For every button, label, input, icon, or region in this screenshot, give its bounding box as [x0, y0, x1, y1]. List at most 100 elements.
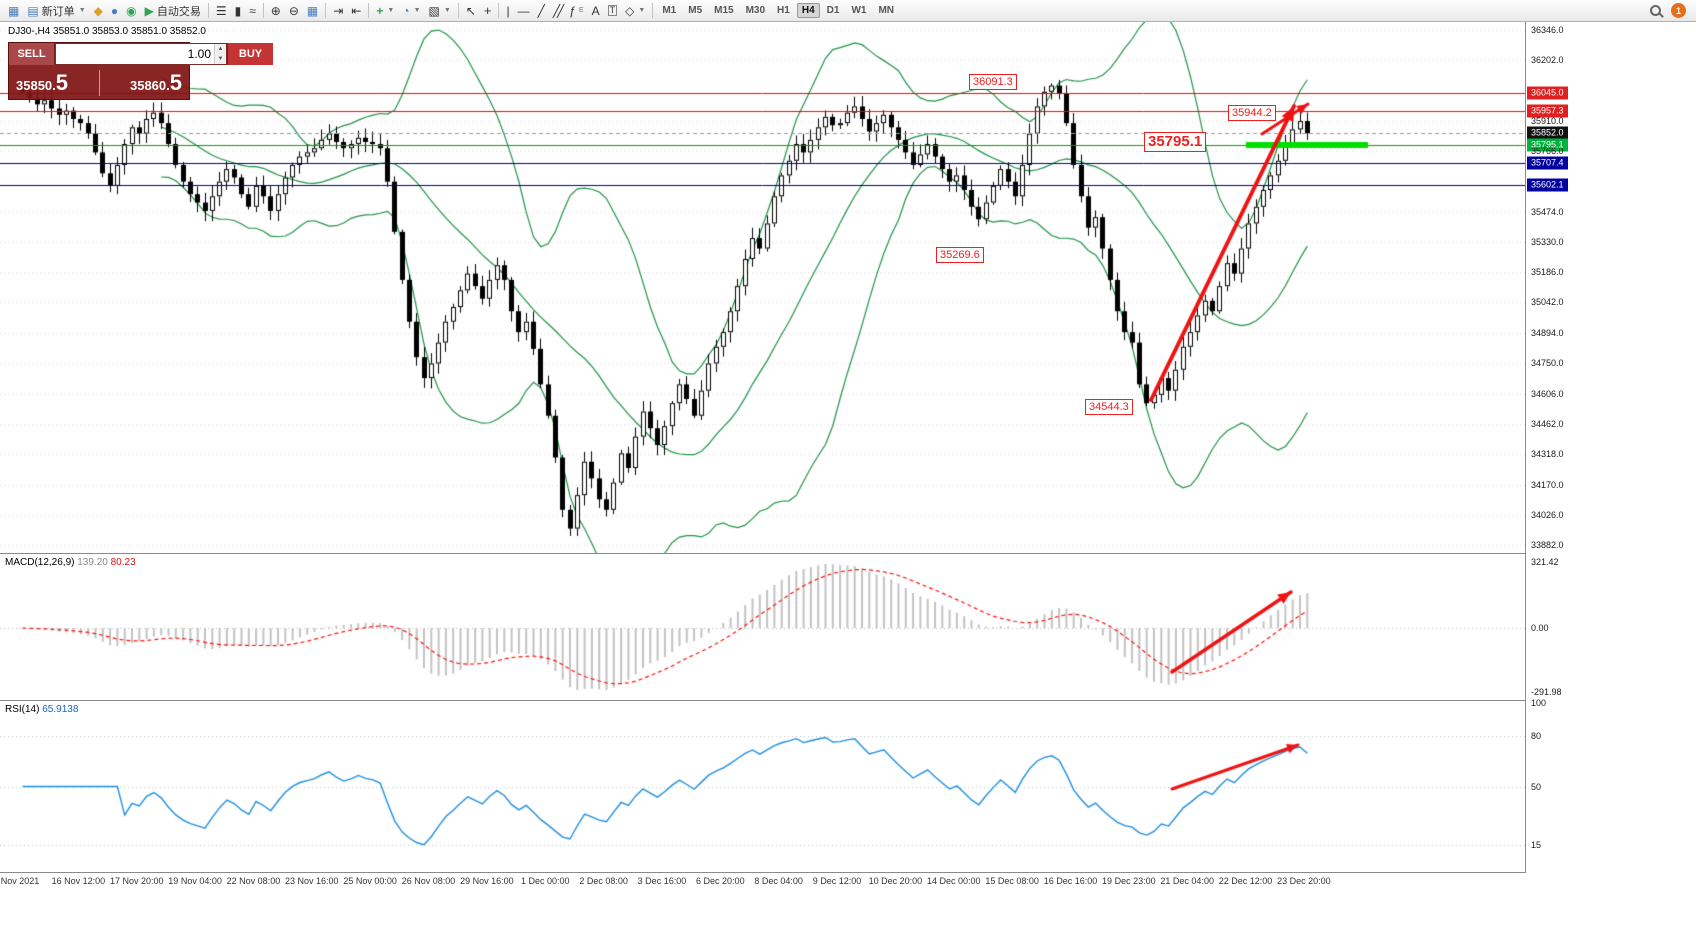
- macd-indicator-label: MACD(12,26,9) 139.20 80.23: [5, 557, 136, 568]
- time-axis-label: 19 Nov 04:00: [168, 876, 222, 886]
- time-axis-label: 14 Dec 00:00: [926, 876, 981, 886]
- time-axis-label: 22 Dec 12:00: [1218, 876, 1273, 886]
- price-axis-label: 34606.0: [1531, 388, 1564, 399]
- price-axis-label: 35186.0: [1531, 267, 1564, 278]
- time-axis[interactable]: Nov 2021 16 Nov 12:00 17 Nov 20:00 19 Nov 0…: [0, 872, 1696, 890]
- rsi-indicator-label: RSI(14) 65.9138: [5, 704, 78, 715]
- price-axis[interactable]: 36346.0 36202.0 36045.0 35957.3 35910.0 35852…: [1525, 22, 1696, 873]
- macd-signal-value: 80.23: [110, 557, 136, 568]
- auto-scroll-icon[interactable]: ⇥: [333, 3, 344, 18]
- symbol-ohlc-header: DJ30-,H4 35851.0 35853.0 35851.0 35852.0: [8, 26, 206, 37]
- cursor-icon[interactable]: ↖: [465, 3, 476, 18]
- tab-h4[interactable]: H4: [796, 3, 820, 18]
- search-icon[interactable]: [1650, 5, 1661, 16]
- volume-down-button[interactable]: ▼: [215, 54, 226, 64]
- chart-shift-icon[interactable]: ⇤: [351, 3, 362, 18]
- time-axis-label: 25 Nov 00:00: [343, 876, 397, 886]
- buy-button[interactable]: BUY: [227, 43, 273, 65]
- chevron-down-icon: ▼: [387, 7, 395, 14]
- toolbar-separator: [262, 3, 264, 18]
- price-tag-green: 35795.1: [1527, 138, 1568, 152]
- time-axis-label: 16 Dec 16:00: [1043, 876, 1098, 886]
- rsi-axis-label: 80: [1531, 731, 1542, 742]
- price-tag-red: 35957.3: [1527, 104, 1568, 118]
- add-indicator-button[interactable]: + ▼: [376, 3, 395, 18]
- volume-input[interactable]: [56, 44, 214, 64]
- tab-d1[interactable]: D1: [826, 5, 840, 16]
- price-axis-label: 34318.0: [1531, 448, 1564, 459]
- tab-mn[interactable]: MN: [878, 5, 894, 16]
- template-button[interactable]: ▧ ▼: [428, 3, 451, 18]
- price-annotation-35944[interactable]: 35944.2: [1228, 105, 1276, 121]
- candlestick-chart-icon[interactable]: ▮: [234, 3, 242, 18]
- zoom-out-icon[interactable]: ⊖: [288, 3, 299, 18]
- tab-m15[interactable]: M15: [714, 5, 734, 16]
- macd-axis-label: 0.00: [1531, 623, 1549, 634]
- trendline-icon[interactable]: ╱: [537, 3, 545, 18]
- time-axis-label: 26 Nov 08:00: [401, 876, 456, 886]
- shapes-icon[interactable]: ◇ ▼: [625, 3, 646, 18]
- sell-button[interactable]: SELL: [9, 43, 55, 65]
- new-order-label: 新订单: [41, 5, 75, 18]
- autotrade-button[interactable]: ▶ 自动交易: [141, 1, 205, 20]
- price-axis-label: 35042.0: [1531, 297, 1564, 308]
- macd-value: 139.20: [77, 557, 108, 568]
- bar-chart-icon[interactable]: ☰: [215, 3, 227, 18]
- toolbar-separator: [457, 3, 459, 18]
- tab-h1[interactable]: H1: [777, 5, 790, 16]
- channel-icon[interactable]: ╱╱: [552, 3, 565, 18]
- price-axis-label: 34170.0: [1531, 479, 1564, 490]
- price-axis-label: 35910.0: [1531, 116, 1564, 127]
- sell-price[interactable]: 35850. 5: [16, 70, 69, 95]
- market-watch-icon[interactable]: ●: [110, 3, 119, 18]
- rsi-value: 65.9138: [42, 704, 79, 715]
- label-icon[interactable]: T: [607, 5, 618, 16]
- toolbox-icon[interactable]: ◆: [93, 3, 103, 18]
- new-order-button[interactable]: ▤ 新订单 ▼: [23, 1, 89, 20]
- line-chart-icon[interactable]: ≈: [249, 3, 256, 18]
- pane-separator[interactable]: [0, 553, 1696, 554]
- play-icon: ▶: [144, 3, 154, 18]
- macd-axis-label: 321.42: [1531, 557, 1559, 567]
- rsi-indicator-pane[interactable]: [0, 701, 1525, 872]
- volume-up-button[interactable]: ▲: [215, 44, 226, 54]
- account-badge[interactable]: 1: [1671, 3, 1686, 18]
- time-axis-label: 19 Dec 23:00: [1102, 876, 1156, 886]
- period-button[interactable]: ◔ ▼: [402, 3, 421, 18]
- chart-window-icon[interactable]: ▦: [8, 3, 20, 18]
- tab-m30[interactable]: M30: [745, 5, 766, 16]
- tab-m5[interactable]: M5: [688, 5, 703, 16]
- toolbar-separator: [498, 3, 500, 18]
- price-annotation-36091[interactable]: 36091.3: [969, 74, 1017, 90]
- buy-price[interactable]: 35860. 5: [129, 70, 182, 95]
- price-axis-label: 34750.0: [1531, 358, 1564, 369]
- time-axis-label: 23 Nov 16:00: [285, 876, 339, 886]
- refresh-icon[interactable]: ◉: [126, 3, 137, 18]
- macd-indicator-pane[interactable]: [0, 554, 1525, 700]
- time-axis-label: 3 Dec 16:00: [637, 876, 687, 886]
- price-axis-label: 35330.0: [1531, 237, 1564, 248]
- toolbar-separator: [325, 3, 327, 18]
- horizontal-line-icon[interactable]: —: [517, 3, 530, 18]
- crosshair-icon[interactable]: +: [483, 3, 492, 18]
- zoom-in-icon[interactable]: ⊕: [270, 3, 281, 18]
- chevron-down-icon: ▼: [443, 7, 451, 14]
- time-axis-label: 8 Dec 04:00: [754, 876, 803, 886]
- main-price-chart[interactable]: [0, 22, 1525, 553]
- time-axis-label: 9 Dec 12:00: [812, 876, 862, 886]
- toolbar-separator: [368, 3, 370, 18]
- tab-w1[interactable]: W1: [851, 5, 867, 16]
- autotrade-label: 自动交易: [156, 5, 201, 18]
- tab-m1[interactable]: M1: [662, 5, 677, 16]
- price-annotation-35795[interactable]: 35795.1: [1144, 132, 1207, 152]
- pane-separator[interactable]: [0, 700, 1696, 701]
- text-icon[interactable]: A: [591, 3, 600, 18]
- chevron-down-icon: ▼: [638, 7, 646, 14]
- tile-windows-icon[interactable]: ▦: [306, 3, 319, 18]
- vertical-line-icon[interactable]: |: [506, 3, 510, 18]
- price-annotation-34544[interactable]: 34544.3: [1085, 399, 1133, 415]
- price-tag-blue: 35602.1: [1527, 178, 1568, 192]
- price-annotation-35269[interactable]: 35269.6: [936, 247, 984, 263]
- time-axis-label: 15 Dec 08:00: [985, 876, 1039, 886]
